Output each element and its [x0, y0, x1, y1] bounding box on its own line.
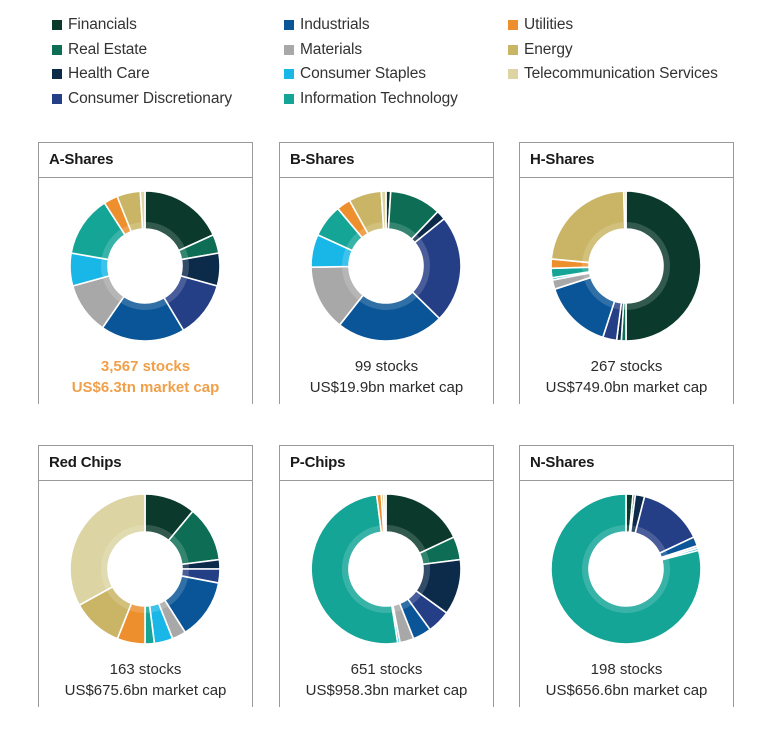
legend-item-industrials: Industrials [284, 16, 370, 34]
donut-slice-telecommunication-services [69, 493, 146, 606]
donut-slice-information-technology [310, 493, 399, 645]
chart-panel-a-shares: A-Shares 3,567 stocks US$6.3tn market cap [38, 142, 253, 404]
panel-frame [38, 142, 253, 404]
donut-chart [310, 493, 462, 645]
legend-label: Health Care [68, 65, 150, 82]
market-cap: US$675.6bn market cap [64, 682, 227, 699]
legend-swatch-utilities [508, 20, 518, 30]
chart-panel-h-shares: H-Shares 267 stocks US$749.0bn market cap [519, 142, 734, 404]
legend-item-information-technology: Information Technology [284, 90, 458, 108]
chart-title: A-Shares [49, 151, 114, 168]
legend-swatch-health-care [52, 69, 62, 79]
market-cap: US$656.6bn market cap [545, 682, 708, 699]
panel-header: B-Shares [279, 142, 494, 178]
stock-count: 198 stocks [590, 661, 663, 678]
donut-slice-consumer-discretionary [411, 217, 462, 320]
panel-frame [38, 445, 253, 707]
legend-item-health-care: Health Care [52, 65, 150, 83]
legend-swatch-information-technology [284, 94, 294, 104]
legend-label: Financials [68, 16, 137, 33]
market-cap: US$958.3bn market cap [305, 682, 468, 699]
donut-chart [550, 190, 702, 342]
donut-slice-health-care [415, 558, 462, 614]
donut-slice-telecommunication-services [380, 190, 387, 230]
legend-swatch-energy [508, 45, 518, 55]
legend-label: Telecommunication Services [524, 65, 718, 82]
donut-slice-real-estate [177, 234, 220, 261]
panel-header: N-Shares [519, 445, 734, 481]
market-cap: US$6.3tn market cap [71, 379, 220, 396]
legend-item-utilities: Utilities [508, 16, 573, 34]
donut-slice-industrials [338, 291, 441, 342]
donut-slice-consumer-discretionary [602, 300, 623, 342]
legend-item-consumer-staples: Consumer Staples [284, 65, 426, 83]
chart-panel-red-chips: Red Chips 163 stocks US$675.6bn market cap [38, 445, 253, 707]
chart-title: N-Shares [530, 454, 595, 471]
donut-chart [310, 190, 462, 342]
chart-title: B-Shares [290, 151, 355, 168]
panel-header: A-Shares [38, 142, 253, 178]
legend-label: Information Technology [300, 90, 458, 107]
legend-swatch-consumer-discretionary [52, 94, 62, 104]
chart-title: P-Chips [290, 454, 346, 471]
stock-count: 3,567 stocks [100, 358, 191, 375]
legend-label: Utilities [524, 16, 574, 33]
chart-title: H-Shares [530, 151, 595, 168]
legend-item-telecommunication-services: Telecommunication Services [508, 65, 718, 83]
donut-chart [550, 493, 702, 645]
legend-swatch-consumer-staples [284, 69, 294, 79]
legend-swatch-telecommunication-services [508, 69, 518, 79]
donut-slice-financials [625, 190, 702, 342]
legend-swatch-financials [52, 20, 62, 30]
market-cap: US$19.9bn market cap [309, 379, 464, 396]
donut-slice-utilities [116, 602, 146, 645]
chart-legend: Financials Real Estate Health Care Consumer… [52, 16, 752, 116]
market-cap: US$749.0bn market cap [545, 379, 708, 396]
donut-slice-energy [550, 190, 626, 264]
legend-label: Real Estate [68, 41, 148, 58]
chart-title: Red Chips [49, 454, 122, 471]
panel-header: P-Chips [279, 445, 494, 481]
panel-header: H-Shares [519, 142, 734, 178]
legend-swatch-real-estate [52, 45, 62, 55]
donut-slice-real-estate [387, 190, 439, 241]
donut-slice-information-technology [550, 493, 702, 645]
legend-item-consumer-discretionary: Consumer Discretionary [52, 90, 232, 108]
chart-panel-n-shares: N-Shares 198 stocks US$656.6bn market cap [519, 445, 734, 707]
donut-chart [69, 190, 221, 342]
legend-swatch-industrials [284, 20, 294, 30]
donut-slice-telecommunication-services [139, 190, 146, 230]
stock-count: 99 stocks [354, 358, 419, 375]
panel-frame [279, 142, 494, 404]
stock-count: 651 stocks [350, 661, 423, 678]
legend-label: Industrials [300, 16, 370, 33]
legend-item-financials: Financials [52, 16, 137, 34]
legend-label: Energy [524, 41, 573, 58]
stock-count: 163 stocks [109, 661, 182, 678]
donut-chart [69, 493, 221, 645]
panel-header: Red Chips [38, 445, 253, 481]
legend-swatch-materials [284, 45, 294, 55]
legend-item-materials: Materials [284, 41, 362, 59]
legend-item-energy: Energy [508, 41, 573, 59]
legend-label: Consumer Staples [300, 65, 426, 82]
panel-frame [519, 445, 734, 707]
stock-count: 267 stocks [590, 358, 663, 375]
legend-item-real-estate: Real Estate [52, 41, 147, 59]
chart-panel-b-shares: B-Shares 99 stocks US$19.9bn market cap [279, 142, 494, 404]
donut-slice-telecommunication-services [382, 493, 387, 533]
legend-label: Consumer Discretionary [68, 90, 233, 107]
donut-slice-telecommunication-services [622, 190, 627, 230]
donut-slice-energy [78, 586, 133, 640]
donut-slice-health-care [179, 252, 221, 287]
chart-panel-p-chips: P-Chips 651 stocks US$958.3bn market cap [279, 445, 494, 707]
legend-label: Materials [300, 41, 362, 58]
panel-frame [519, 142, 734, 404]
panel-frame [279, 445, 494, 707]
